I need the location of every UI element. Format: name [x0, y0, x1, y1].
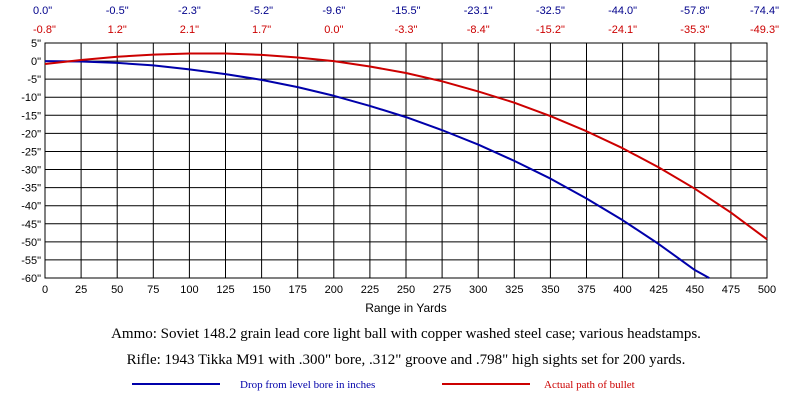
- x-tick-label: 450: [686, 284, 704, 296]
- x-tick-label: 200: [325, 284, 343, 296]
- top-drop-label: -5.2": [250, 5, 273, 17]
- top-path-label: -49.3": [750, 24, 779, 36]
- x-tick-label: 225: [361, 284, 379, 296]
- y-tick-label: -10": [21, 92, 41, 104]
- x-tick-label: 425: [650, 284, 668, 296]
- y-tick-label: -15": [21, 110, 41, 122]
- y-tick-label: -55": [21, 255, 41, 267]
- top-path-label: -24.1": [608, 24, 637, 36]
- top-drop-label: -74.4": [750, 5, 779, 17]
- ammo-caption: Ammo: Soviet 148.2 grain lead core light…: [111, 326, 701, 342]
- y-tick-label: -20": [21, 128, 41, 140]
- top-path-label: 0.0": [324, 24, 343, 36]
- rifle-caption: Rifle: 1943 Tikka M91 with .300" bore, .…: [127, 352, 686, 368]
- x-tick-label: 500: [758, 284, 776, 296]
- x-tick-label: 350: [541, 284, 559, 296]
- top-drop-label: 0.0": [33, 5, 52, 17]
- legend-label-path: Actual path of bullet: [544, 379, 635, 391]
- series-line-path: [44, 52, 768, 241]
- plot-area-border: [44, 42, 768, 279]
- legend-label-drop: Drop from level bore in inches: [240, 379, 375, 391]
- top-path-label: -3.3": [395, 24, 418, 36]
- top-drop-label: -23.1": [464, 5, 493, 17]
- y-tick-label: -30": [21, 165, 41, 177]
- top-drop-labels: 0.0" -0.5" -2.3" -5.2" -9.6" -15.5" -23.1" -32.…: [33, 5, 779, 17]
- top-drop-label: -57.8": [680, 5, 709, 17]
- chart-grid: [44, 42, 768, 279]
- top-path-label: 2.1": [180, 24, 199, 36]
- y-tick-label: -40": [21, 201, 41, 213]
- y-axis-ticks: 5" 0" -5" -10" -15" -20" -25" -30" -35" -40" -45" -…: [21, 38, 41, 285]
- x-tick-label: 75: [147, 284, 159, 296]
- x-tick-label: 100: [180, 284, 198, 296]
- x-axis-label: Range in Yards: [365, 301, 447, 315]
- top-drop-label: -32.5": [536, 5, 565, 17]
- x-tick-label: 0: [42, 284, 48, 296]
- series-layer: [44, 52, 768, 279]
- x-tick-label: 300: [469, 284, 487, 296]
- x-axis-ticks: 0 25 50 75 100 125 150 175 200 225 250 275 300 325 350…: [42, 284, 776, 296]
- y-tick-label: -35": [21, 183, 41, 195]
- top-path-label: -0.8": [33, 24, 56, 36]
- top-path-label: -15.2": [536, 24, 565, 36]
- x-tick-label: 125: [216, 284, 234, 296]
- x-tick-label: 325: [505, 284, 523, 296]
- top-path-label: 1.7": [252, 24, 271, 36]
- x-tick-label: 475: [722, 284, 740, 296]
- top-path-labels: -0.8" 1.2" 2.1" 1.7" 0.0" -3.3" -8.4" -15.2" -24…: [33, 24, 779, 36]
- legend: Drop from level bore in inches Actual pa…: [132, 379, 635, 391]
- x-tick-label: 25: [75, 284, 87, 296]
- top-drop-label: -9.6": [322, 5, 345, 17]
- top-drop-label: -44.0": [608, 5, 637, 17]
- top-drop-label: -2.3": [178, 5, 201, 17]
- x-tick-label: 175: [289, 284, 307, 296]
- x-tick-label: 250: [397, 284, 415, 296]
- y-tick-label: 5": [31, 38, 41, 50]
- x-tick-label: 275: [433, 284, 451, 296]
- y-tick-label: 0": [31, 56, 41, 68]
- y-tick-label: -5": [27, 74, 41, 86]
- top-drop-label: -15.5": [392, 5, 421, 17]
- x-tick-label: 375: [577, 284, 595, 296]
- y-tick-label: -25": [21, 146, 41, 158]
- top-drop-label: -0.5": [106, 5, 129, 17]
- top-path-label: 1.2": [108, 24, 127, 36]
- y-tick-label: -60": [21, 273, 41, 285]
- y-tick-label: -50": [21, 237, 41, 249]
- top-path-label: -35.3": [680, 24, 709, 36]
- series-line-drop: [44, 60, 710, 279]
- x-tick-label: 50: [111, 284, 123, 296]
- x-tick-label: 150: [252, 284, 270, 296]
- x-tick-label: 400: [613, 284, 631, 296]
- top-path-label: -8.4": [467, 24, 490, 36]
- y-tick-label: -45": [21, 219, 41, 231]
